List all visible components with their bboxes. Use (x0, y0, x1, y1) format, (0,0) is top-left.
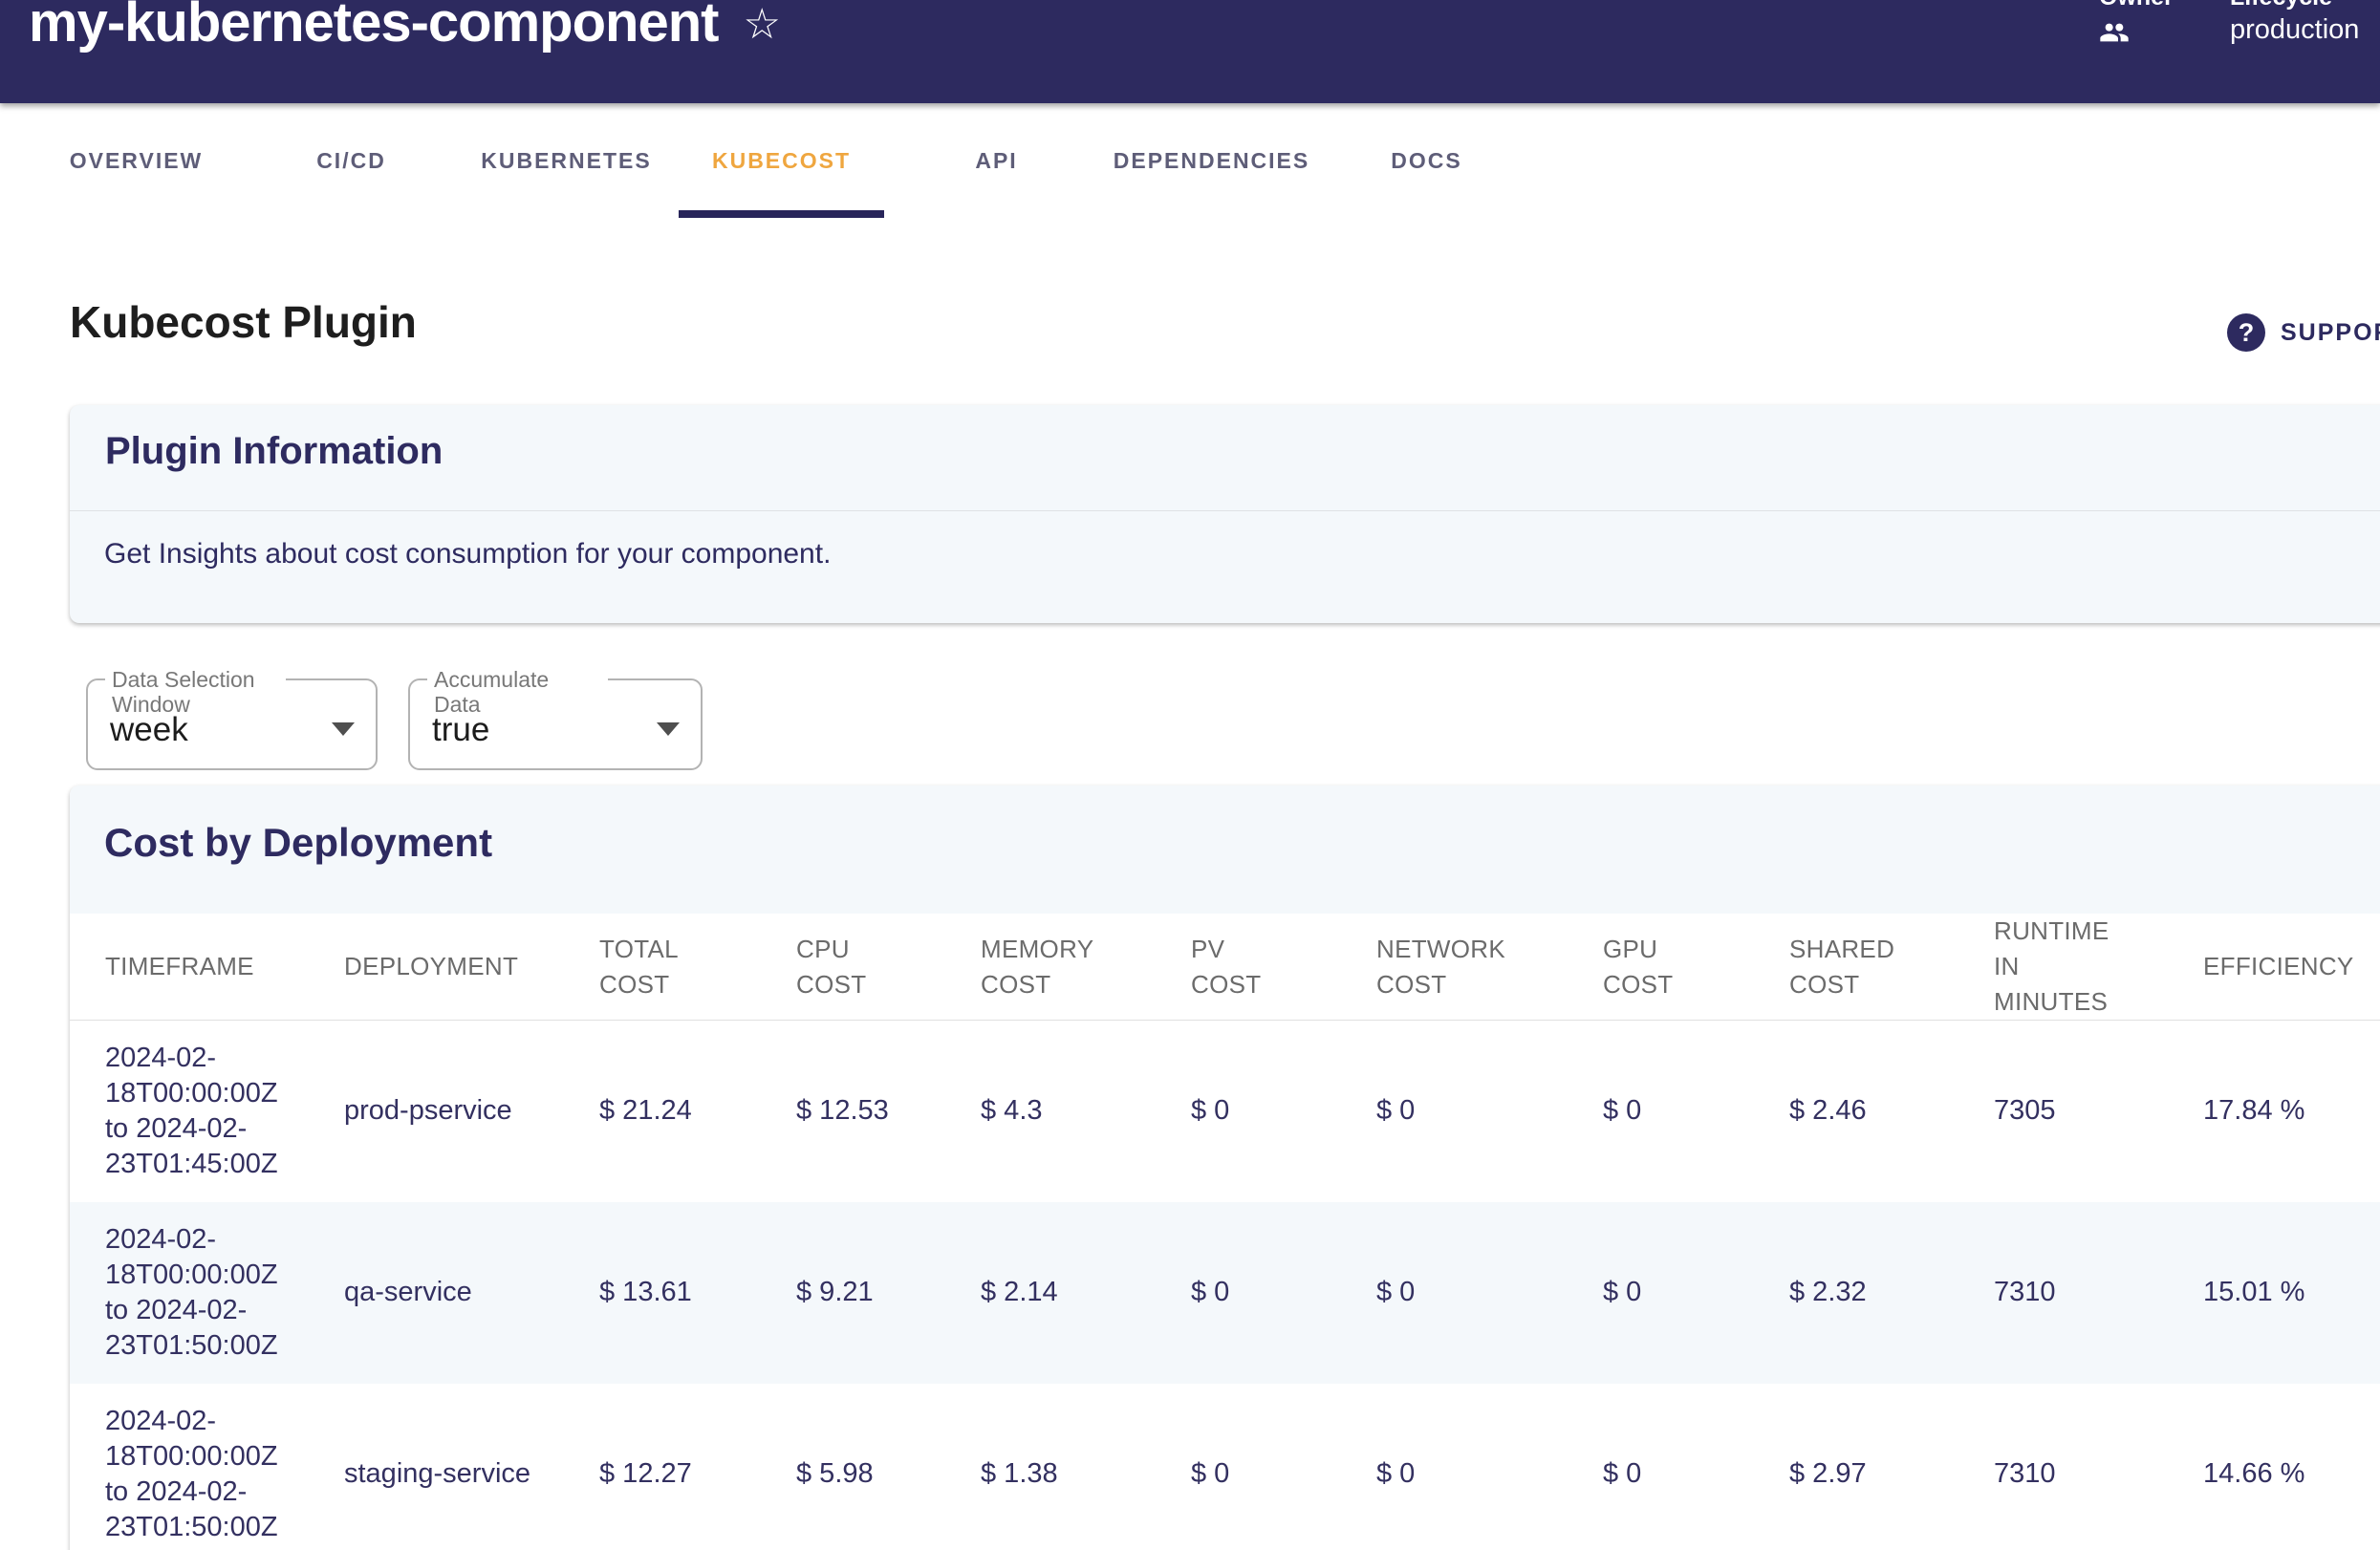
plugin-information-card: Plugin Information Get Insights about co… (70, 405, 2380, 623)
cell-runtime-minutes: 7305 (1994, 1095, 2056, 1127)
dropdown-arrow-icon (332, 722, 355, 736)
cell-memory-cost: $ 1.38 (981, 1458, 1058, 1489)
tab-ci-cd[interactable]: CI/CD (316, 147, 386, 173)
people-icon (2100, 23, 2129, 42)
cost-by-deployment-header: Cost by Deployment (70, 786, 2380, 914)
tab-docs[interactable]: DOCS (1391, 147, 1462, 173)
support-button[interactable]: ? SUPPORT (2227, 313, 2380, 352)
table-row: 2024-02-18T00:00:00Z to 2024-02-23T01:45… (70, 1021, 2380, 1202)
tab-dependencies[interactable]: DEPENDENCIES (1113, 147, 1310, 173)
cell-deployment: qa-service (344, 1277, 472, 1307)
column-header: DEPLOYMENT (344, 914, 599, 1021)
column-header: CPU COST (796, 914, 981, 1021)
cell-efficiency: 15.01 % (2203, 1277, 2305, 1307)
lifecycle-value: production (2230, 14, 2360, 45)
plugin-information-body: Get Insights about cost consumption for … (70, 511, 2380, 570)
star-icon[interactable]: ☆ (743, 1, 780, 48)
app-header: my-kubernetes-component ☆ Owner Lifecycl… (0, 0, 2380, 103)
accumulate-data-select[interactable]: Accumulate Data true (408, 667, 703, 770)
help-icon: ? (2227, 313, 2265, 352)
plugin-information-card-header: Plugin Information (70, 405, 2380, 511)
cell-deployment: prod-pservice (344, 1095, 512, 1127)
column-header: MEMORY COST (981, 914, 1191, 1021)
cell-total-cost: $ 13.61 (599, 1277, 692, 1307)
entity-title-text: my-kubernetes-component (29, 0, 719, 54)
cell-shared-cost: $ 2.97 (1789, 1458, 1867, 1489)
table-row: 2024-02-18T00:00:00Z to 2024-02-23T01:50… (70, 1201, 2380, 1384)
data-selection-window-label: Data Selection Window (105, 667, 286, 717)
cell-gpu-cost: $ 0 (1603, 1095, 1642, 1127)
cell-memory-cost: $ 2.14 (981, 1277, 1058, 1307)
cell-cpu-cost: $ 5.98 (796, 1458, 874, 1489)
cell-pv-cost: $ 0 (1191, 1458, 1230, 1489)
cell-shared-cost: $ 2.46 (1789, 1095, 1867, 1127)
cell-gpu-cost: $ 0 (1603, 1458, 1642, 1489)
owner-label: Owner (2099, 0, 2174, 10)
support-label: SUPPORT (2281, 318, 2380, 346)
filters-row: Data Selection Window week Accumulate Da… (86, 667, 703, 770)
tab-overview[interactable]: OVERVIEW (69, 147, 204, 173)
cell-efficiency: 14.66 % (2203, 1458, 2305, 1489)
tab-kubernetes[interactable]: KUBERNETES (481, 147, 652, 173)
dropdown-arrow-icon (657, 722, 680, 736)
entity-tabs: OVERVIEW CI/CD KUBERNETES KUBECOST API DEPEND… (0, 103, 2380, 218)
data-selection-window-value: week (110, 711, 188, 748)
column-header: TIMEFRAME (70, 914, 344, 1021)
cell-network-cost: $ 0 (1376, 1458, 1416, 1489)
cell-deployment: staging-service (344, 1458, 531, 1489)
cell-pv-cost: $ 0 (1191, 1095, 1230, 1127)
cell-network-cost: $ 0 (1376, 1095, 1416, 1127)
cell-network-cost: $ 0 (1376, 1277, 1416, 1307)
cell-timeframe: 2024-02-18T00:00:00Z to 2024-02-23T01:50… (105, 1405, 278, 1542)
cell-cpu-cost: $ 12.53 (796, 1095, 889, 1127)
plugin-information-title: Plugin Information (105, 430, 444, 472)
page-title: Kubecost Plugin (70, 297, 417, 347)
plugin-information-description: Get Insights about cost consumption for … (104, 538, 832, 570)
column-header: GPU COST (1603, 914, 1789, 1021)
cell-total-cost: $ 21.24 (599, 1095, 692, 1127)
tab-api[interactable]: API (975, 147, 1018, 173)
lifecycle-label: Lifecycle (2230, 0, 2359, 10)
cell-runtime-minutes: 7310 (1994, 1277, 2056, 1307)
column-header: PV COST (1191, 914, 1376, 1021)
cell-runtime-minutes: 7310 (1994, 1458, 2056, 1489)
cost-table: TIMEFRAME DEPLOYMENT TOTAL COST CPU COST MEM… (70, 914, 2380, 1550)
lifecycle-field: Lifecycle production (2230, 0, 2359, 44)
column-header: TOTAL COST (599, 914, 796, 1021)
data-selection-window-select[interactable]: Data Selection Window week (86, 667, 378, 770)
table-row: 2024-02-18T00:00:00Z to 2024-02-23T01:50… (70, 1384, 2380, 1550)
cost-by-deployment-card: Cost by Deployment TIMEFRAME DEPLOYMENT TO… (70, 786, 2380, 1550)
column-header: SHARED COST (1789, 914, 1994, 1021)
cell-timeframe: 2024-02-18T00:00:00Z to 2024-02-23T01:45… (105, 1042, 278, 1179)
tab-kubecost[interactable]: KUBECOST (674, 103, 889, 218)
cell-pv-cost: $ 0 (1191, 1277, 1230, 1307)
cell-memory-cost: $ 4.3 (981, 1095, 1043, 1127)
owner-field: Owner (2099, 0, 2174, 48)
entity-title: my-kubernetes-component ☆ (29, 0, 781, 54)
cell-total-cost: $ 12.27 (599, 1458, 692, 1489)
table-header-row: TIMEFRAME DEPLOYMENT TOTAL COST CPU COST MEM… (70, 914, 2380, 1021)
cell-gpu-cost: $ 0 (1603, 1277, 1642, 1307)
cell-cpu-cost: $ 9.21 (796, 1277, 874, 1307)
column-header: RUNTIME IN MINUTES (1994, 914, 2203, 1021)
column-header: EFFICIENCY (2203, 914, 2380, 1021)
column-header: NETWORK COST (1376, 914, 1603, 1021)
accumulate-data-value: true (432, 711, 490, 748)
accumulate-data-label: Accumulate Data (427, 667, 608, 717)
cost-by-deployment-title: Cost by Deployment (104, 820, 493, 865)
cell-shared-cost: $ 2.32 (1789, 1277, 1867, 1307)
cell-efficiency: 17.84 % (2203, 1095, 2305, 1127)
cell-timeframe: 2024-02-18T00:00:00Z to 2024-02-23T01:50… (105, 1223, 278, 1361)
